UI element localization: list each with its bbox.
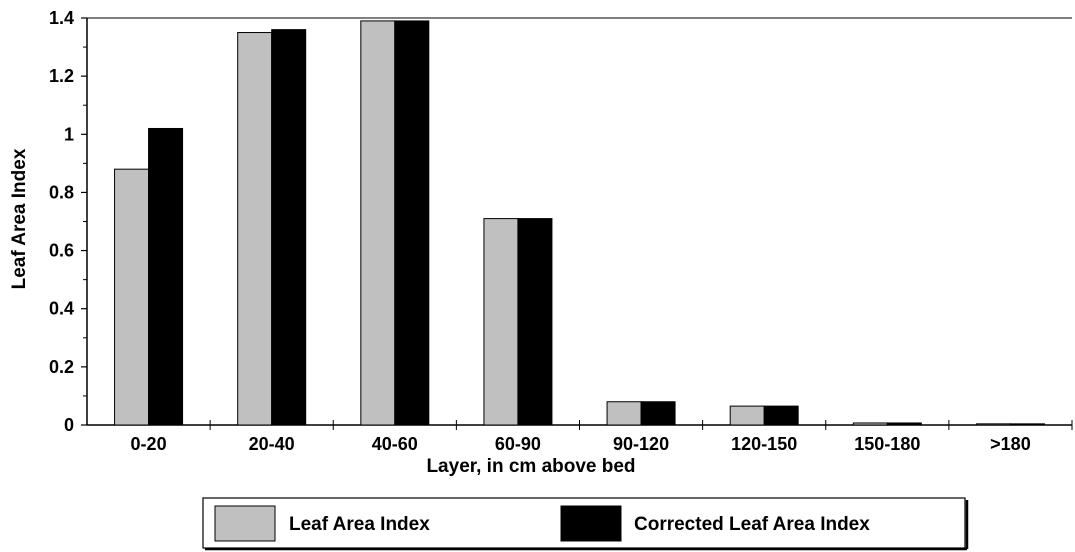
legend: Leaf Area Index Corrected Leaf Area Index — [202, 497, 969, 551]
legend-label: Leaf Area Index — [289, 514, 430, 535]
y-tick-label: 0 — [64, 415, 74, 435]
y-tick-label: 1 — [64, 124, 74, 144]
bar-corrected-lai — [1009, 423, 1045, 426]
x-tick-label: 20-40 — [249, 434, 295, 454]
y-tick-label: 1.4 — [49, 8, 74, 28]
plot-area — [86, 17, 1072, 426]
x-axis: 0-20 20-40 40-60 60-90 90-120 120-150 150-180 >… — [131, 420, 1073, 454]
bar-corrected-lai — [394, 20, 430, 426]
bar-lai — [975, 423, 1011, 426]
x-tick-label: 90-120 — [613, 434, 669, 454]
x-tick-label: 120-150 — [731, 434, 797, 454]
bar-lai — [729, 405, 765, 426]
legend-swatch — [214, 505, 276, 542]
bar-corrected-lai — [517, 218, 553, 426]
bar-lai — [606, 401, 642, 426]
bar-corrected-lai — [148, 127, 184, 426]
bar-corrected-lai — [886, 422, 922, 426]
bar-corrected-lai — [763, 405, 799, 426]
bar-lai — [360, 20, 396, 426]
x-tick-label: 60-90 — [495, 434, 541, 454]
y-tick-label: 0.4 — [49, 299, 74, 319]
bar-corrected-lai — [271, 29, 307, 426]
bar-lai — [114, 168, 150, 426]
y-tick-label: 0.2 — [49, 357, 74, 377]
y-axis: 0 0.2 0.4 0.6 0.8 1 1.2 1.4 — [49, 8, 87, 435]
y-axis-title: Leaf Area Index — [9, 148, 30, 289]
bar-corrected-lai — [640, 401, 676, 426]
x-tick-label: 150-180 — [854, 434, 920, 454]
bar-series — [114, 20, 1045, 426]
bar-lai — [483, 218, 519, 426]
x-tick-label: >180 — [990, 434, 1031, 454]
x-axis-title: Layer, in cm above bed — [426, 456, 635, 477]
bar-lai — [237, 32, 273, 426]
y-tick-label: 1.2 — [49, 66, 74, 86]
legend-label: Corrected Leaf Area Index — [634, 514, 870, 535]
bar-lai — [852, 422, 888, 426]
x-tick-label: 40-60 — [372, 434, 418, 454]
y-tick-label: 0.6 — [49, 241, 74, 261]
x-tick-label: 0-20 — [131, 434, 167, 454]
y-tick-label: 0.8 — [49, 182, 74, 202]
legend-swatch — [560, 505, 622, 542]
